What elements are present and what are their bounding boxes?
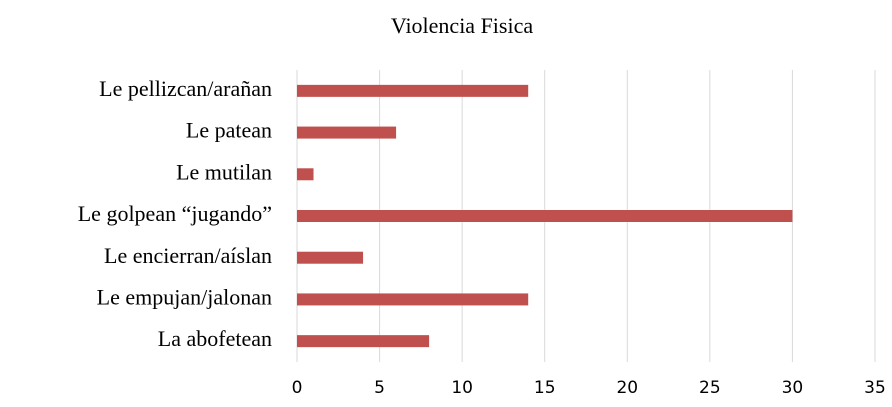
- x-tick-label: 25: [699, 378, 721, 398]
- bar: [297, 126, 397, 139]
- y-tick-label: La abofetean: [158, 326, 272, 351]
- y-tick-label: Le empujan/jalonan: [97, 284, 272, 309]
- y-tick-label: Le pellizcan/arañan: [99, 76, 272, 101]
- y-tick-label: Le patean: [186, 118, 272, 143]
- bar: [297, 251, 364, 264]
- bar: [297, 168, 314, 181]
- x-tick-label: 5: [374, 378, 385, 398]
- x-tick-label: 0: [292, 378, 303, 398]
- bar: [297, 210, 793, 222]
- x-tick-label: 10: [451, 378, 473, 398]
- x-tick-label: 30: [782, 378, 804, 398]
- bar: [297, 84, 529, 97]
- x-tick-label: 20: [616, 378, 638, 398]
- x-tick-label: 35: [864, 378, 886, 398]
- chart-title: Violencia Fisica: [391, 13, 533, 38]
- y-tick-label: Le encierran/aíslan: [104, 243, 272, 268]
- bar: [297, 293, 529, 306]
- y-tick-label: Le mutilan: [176, 159, 272, 184]
- x-tick-label: 15: [534, 378, 556, 398]
- y-tick-label: Le golpean “jugando”: [78, 201, 272, 226]
- bar: [297, 335, 430, 348]
